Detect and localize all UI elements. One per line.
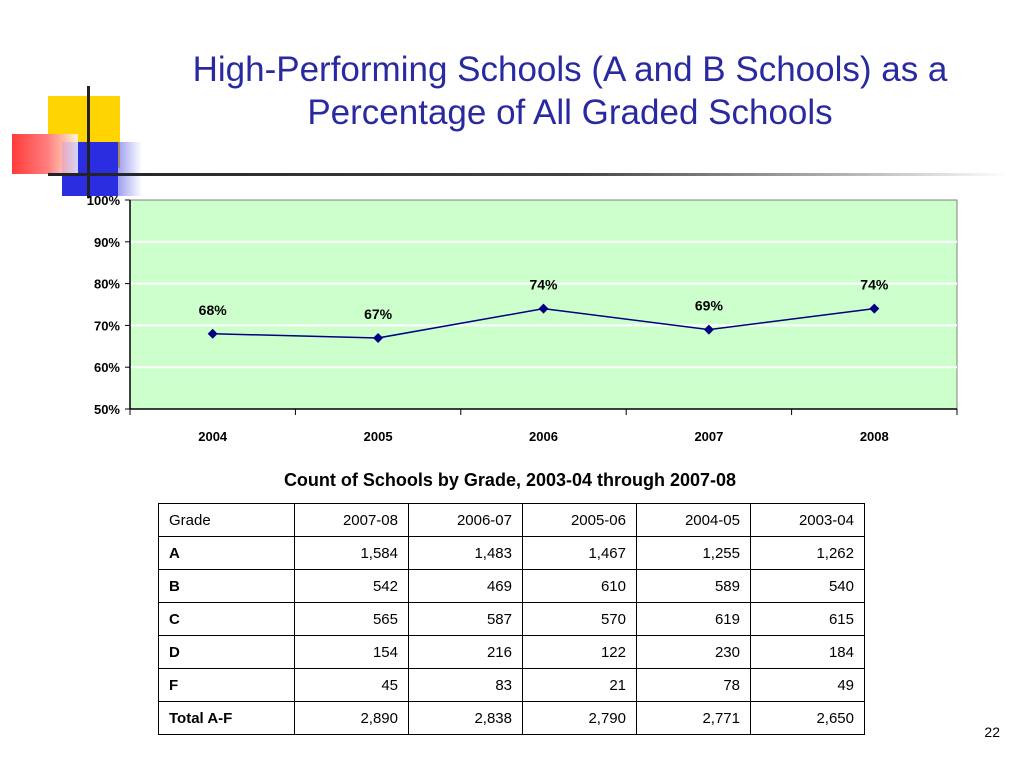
y-tick-label: 60%	[94, 360, 120, 375]
x-tick-label: 2004	[198, 429, 228, 444]
data-point	[538, 303, 549, 314]
y-tick-label: 80%	[94, 277, 120, 292]
grades-table: Grade 2007-08 2006-07 2005-06 2004-05 20…	[158, 503, 865, 735]
value-cell: 216	[408, 635, 523, 669]
data-label: 74%	[860, 277, 889, 293]
value-cell: 565	[294, 602, 409, 636]
data-label: 74%	[529, 277, 558, 293]
data-point	[869, 303, 880, 314]
table-row: A 1,584 1,483 1,467 1,255 1,262	[158, 536, 865, 570]
row-label-cell: B	[158, 569, 295, 603]
table-header-row: Grade 2007-08 2006-07 2005-06 2004-05 20…	[158, 503, 865, 537]
value-cell: 540	[750, 569, 865, 603]
value-cell: 122	[522, 635, 637, 669]
row-label-cell: C	[158, 602, 295, 636]
decor-vertical-line	[87, 86, 90, 198]
value-cell: 1,483	[408, 536, 523, 570]
row-label-cell: A	[158, 536, 295, 570]
y-tick-label: 50%	[94, 402, 120, 417]
header-cell: 2005-06	[522, 503, 637, 537]
value-cell: 610	[522, 569, 637, 603]
row-label-cell: D	[158, 635, 295, 669]
table-caption: Count of Schools by Grade, 2003-04 throu…	[283, 470, 737, 490]
table-row: C 565 587 570 619 615	[158, 602, 865, 636]
data-point	[373, 332, 384, 343]
value-cell: 154	[294, 635, 409, 669]
value-cell: 1,262	[750, 536, 865, 570]
decor-horizontal-line	[48, 173, 1008, 176]
data-label: 69%	[695, 298, 724, 314]
data-label: 67%	[364, 306, 393, 322]
value-cell: 1,584	[294, 536, 409, 570]
value-cell: 184	[750, 635, 865, 669]
value-cell: 542	[294, 569, 409, 603]
table-row: D 154 216 122 230 184	[158, 635, 865, 669]
value-cell: 2,771	[636, 701, 751, 735]
data-point	[207, 328, 218, 339]
value-cell: 1,467	[522, 536, 637, 570]
value-cell: 21	[522, 668, 637, 702]
table-row: Total A-F 2,890 2,838 2,790 2,771 2,650	[158, 701, 865, 735]
decor-red-bar	[12, 134, 78, 174]
y-tick-label: 90%	[94, 235, 120, 250]
y-tick-label: 100%	[87, 193, 121, 208]
header-cell: 2006-07	[408, 503, 523, 537]
value-cell: 2,890	[294, 701, 409, 735]
page-number: 22	[984, 724, 1000, 740]
value-cell: 570	[522, 602, 637, 636]
value-cell: 1,255	[636, 536, 751, 570]
value-cell: 78	[636, 668, 751, 702]
header-cell: 2003-04	[750, 503, 865, 537]
row-label-cell: F	[158, 668, 295, 702]
value-cell: 2,838	[408, 701, 523, 735]
value-cell: 469	[408, 569, 523, 603]
table-row: B 542 469 610 589 540	[158, 569, 865, 603]
slide-title: High-Performing Schools (A and B Schools…	[192, 50, 948, 132]
data-point	[703, 324, 714, 335]
row-label-cell: Total A-F	[158, 701, 295, 735]
value-cell: 615	[750, 602, 865, 636]
y-tick-label: 70%	[94, 318, 120, 333]
x-tick-label: 2008	[860, 429, 889, 444]
value-cell: 49	[750, 668, 865, 702]
value-cell: 2,790	[522, 701, 637, 735]
x-tick-label: 2007	[694, 429, 723, 444]
header-cell: 2007-08	[294, 503, 409, 537]
value-cell: 589	[636, 569, 751, 603]
x-tick-label: 2006	[529, 429, 558, 444]
value-cell: 45	[294, 668, 409, 702]
value-cell: 619	[636, 602, 751, 636]
table-row: F 45 83 21 78 49	[158, 668, 865, 702]
x-tick-label: 2005	[364, 429, 393, 444]
header-cell: Grade	[158, 503, 295, 537]
value-cell: 230	[636, 635, 751, 669]
header-cell: 2004-05	[636, 503, 751, 537]
line-chart: 50% 60% 70% 80% 90% 100% 2004 2005 2006 2007 2008 6…	[87, 193, 958, 444]
value-cell: 587	[408, 602, 523, 636]
data-label: 68%	[199, 302, 228, 318]
value-cell: 2,650	[750, 701, 865, 735]
value-cell: 83	[408, 668, 523, 702]
